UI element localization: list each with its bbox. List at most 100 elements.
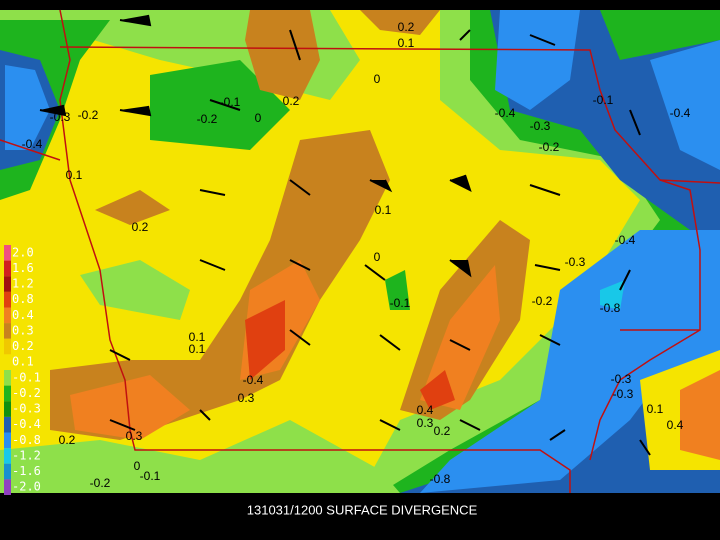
legend-label: 2.0 (12, 245, 34, 259)
state-border (0, 139, 720, 331)
contour-labels: 0.20.10-0.1 0.2-0.2 0-0.3 -0.2-0.40.1-0.4-0… (22, 20, 691, 490)
field-area (385, 270, 410, 310)
legend-label: -1.2 (12, 448, 41, 462)
contour-label: 0.2 (283, 94, 300, 108)
legend-label: 0.8 (12, 292, 34, 306)
field-area (420, 370, 455, 410)
legend-swatch (4, 385, 11, 402)
legend-label: 0.1 (12, 355, 34, 369)
contour-label: 0.1 (398, 36, 415, 50)
field-area (495, 10, 580, 110)
field-area (420, 265, 500, 410)
contour-label: -0.2 (197, 112, 218, 126)
legend-label: -0.3 (12, 402, 41, 416)
barb (39, 14, 651, 456)
legend-swatch (4, 260, 11, 277)
contour-label: -0.1 (593, 93, 614, 107)
color-legend: 2.0 1.6 1.20.8 0.40.3 0.2 0.1-0.1 -0.2 -0.3-0.4… (4, 245, 41, 495)
contour-label: 0.1 (647, 402, 664, 416)
legend-label: 1.2 (12, 277, 34, 291)
legend-label: -0.8 (12, 433, 41, 447)
contour-label: 0.2 (398, 20, 415, 34)
contour-label: 0 (374, 72, 381, 86)
legend-label: -0.2 (12, 386, 41, 400)
contour-label: 0 (134, 459, 141, 473)
contour-label: 0.3 (126, 429, 143, 443)
state-border (59, 9, 571, 493)
field-area (0, 420, 400, 493)
contour-label: -0.3 (50, 110, 71, 124)
contour-label: 0.1 (375, 203, 392, 217)
state-border (59, 46, 701, 461)
legend-swatch (4, 463, 11, 480)
field-area (70, 375, 190, 440)
legend-label: -2.0 (12, 480, 41, 494)
legend-label: -1.6 (12, 464, 41, 478)
contour-label: 0.3 (417, 416, 434, 430)
legend-swatch (4, 307, 11, 324)
legend-label: -0.1 (12, 370, 41, 384)
field-area (680, 370, 720, 460)
field-area (150, 60, 290, 150)
legend-swatch (4, 323, 11, 339)
contour-label: -0.8 (430, 472, 451, 486)
contour-label: -0.4 (495, 106, 516, 120)
legend-swatch (4, 291, 11, 308)
legend-swatch (4, 245, 11, 261)
contour-label: 0.2 (132, 220, 149, 234)
legend-label: -0.4 (12, 417, 41, 431)
legend-label: 0.4 (12, 308, 34, 322)
contour-label: -0.4 (243, 373, 264, 387)
contour-label: 0 (374, 250, 381, 264)
contour-label: 0.2 (434, 424, 451, 438)
contour-label: 0.4 (667, 418, 684, 432)
field-area (95, 190, 170, 225)
field-area (420, 230, 720, 493)
legend-swatch (4, 354, 11, 370)
contour-label: 0.1 (66, 168, 83, 182)
contour-label: -0.4 (22, 137, 43, 151)
contour-label: 0.3 (238, 391, 255, 405)
contour-label: -0.3 (565, 255, 586, 269)
contour-label: 0.2 (59, 433, 76, 447)
contour-label: -0.3 (530, 119, 551, 133)
legend-swatch (4, 479, 11, 495)
contour-label: -0.1 (390, 296, 411, 310)
legend-swatch (4, 416, 11, 433)
contour-label: 0 (255, 111, 262, 125)
field-area (50, 130, 390, 440)
contour-label: -0.1 (140, 469, 161, 483)
wind-barbs (39, 14, 651, 456)
contour-label: -0.3 (611, 372, 632, 386)
contour-label: -0.1 (220, 95, 241, 109)
contour-label: -0.4 (615, 233, 636, 247)
legend-swatch (4, 276, 11, 292)
field-area (360, 10, 440, 35)
legend-swatch (4, 401, 11, 417)
contour-label: -0.2 (532, 294, 553, 308)
legend-swatch (4, 448, 11, 464)
field-area (80, 260, 190, 320)
contour-label: -0.8 (600, 301, 621, 315)
contour-label: 0.4 (417, 403, 434, 417)
legend-label: 0.3 (12, 323, 34, 337)
field-area (245, 10, 320, 100)
legend-swatch (4, 370, 11, 386)
field-area (650, 40, 720, 170)
legend-label: 1.6 (12, 261, 34, 275)
contour-label: -0.2 (539, 140, 560, 154)
field-area (5, 65, 50, 150)
contour-label: -0.3 (613, 387, 634, 401)
field-area (245, 300, 285, 380)
legend-swatch (4, 338, 11, 355)
legend-label: 0.2 (12, 339, 34, 353)
legend-swatch (4, 432, 11, 449)
contour-label: -0.2 (78, 108, 99, 122)
field-area (600, 280, 625, 310)
contour-label: 0.1 (189, 342, 206, 356)
divergence-field (0, 9, 720, 493)
contour-label: -0.2 (90, 476, 111, 490)
contour-label: -0.4 (670, 106, 691, 120)
contour-label: 0.1 (189, 330, 206, 344)
